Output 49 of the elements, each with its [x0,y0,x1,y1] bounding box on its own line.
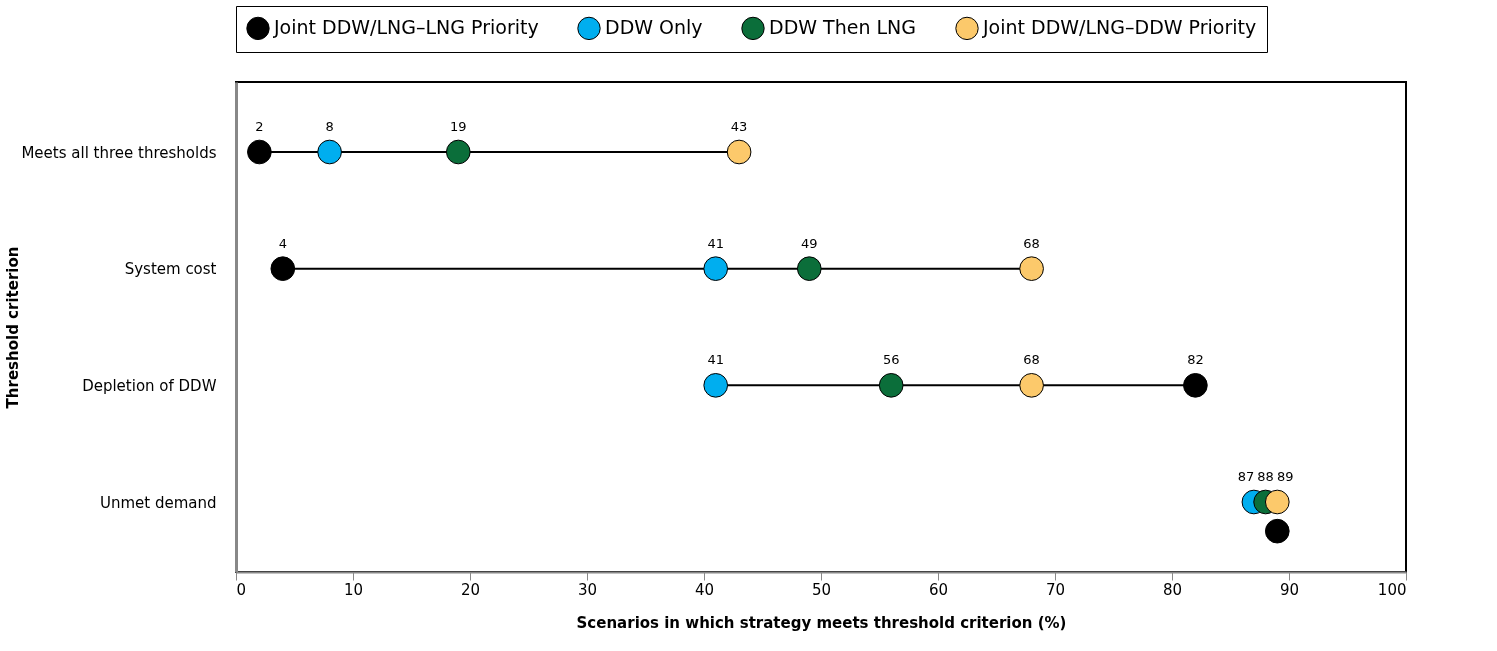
x-tick-label: 80 [1162,580,1183,599]
data-label: 68 [1023,235,1040,251]
legend-label: DDW Only [605,16,703,39]
x-tick-label: 40 [694,580,715,599]
x-tick-label: 90 [1279,580,1300,599]
x-tick-label: 0 [236,580,247,599]
x-tick-label: 10 [343,580,364,599]
data-label: 56 [882,352,900,368]
point [1019,373,1044,398]
legend-label: Joint DDW/LNG–LNG Priority [273,16,539,39]
point [703,256,729,281]
data-label: 41 [707,235,724,251]
x-tick-label: 100 [1377,580,1407,599]
data-label: 41 [707,352,724,368]
point [1264,489,1290,515]
y-axis-title: Threshold criterion [3,246,22,409]
legend-label: DDW Then LNG [769,16,917,39]
data-label: 89 [1277,469,1294,484]
y-tick-label: System cost [124,260,217,279]
data-label: 2 [255,119,264,134]
data-label: 68 [1023,352,1040,368]
y-tick-label: Meets all three thresholds [21,143,217,162]
x-axis-title: Scenarios in which strategy meets threshold criterion (%) [576,613,1067,632]
y-tick-label: Unmet demand [99,493,217,512]
point [317,139,342,165]
data-label: 19 [450,119,467,134]
point [796,256,822,281]
x-tick-label: 60 [928,580,949,599]
point [703,373,729,398]
y-tick-label: Depletion of DDW [82,376,217,395]
x-tick-label: 50 [811,580,832,599]
x-tick-label: 20 [460,580,481,599]
x-tick-label: 70 [1045,580,1066,599]
point [878,373,904,398]
point [445,139,471,165]
point [1019,256,1044,281]
legend-label: Joint DDW/LNG–DDW Priority [982,16,1257,39]
point [270,256,296,281]
point [1183,373,1208,398]
data-label: 43 [730,119,748,134]
data-label: 87 [1237,469,1255,484]
data-label: 82 [1187,352,1204,368]
data-label: 8 [325,119,334,134]
data-label: 88 [1257,469,1274,484]
point [726,139,752,165]
data-label: 49 [801,235,818,251]
x-tick-label: 30 [577,580,598,599]
point [247,139,272,165]
data-label: 4 [278,235,287,251]
